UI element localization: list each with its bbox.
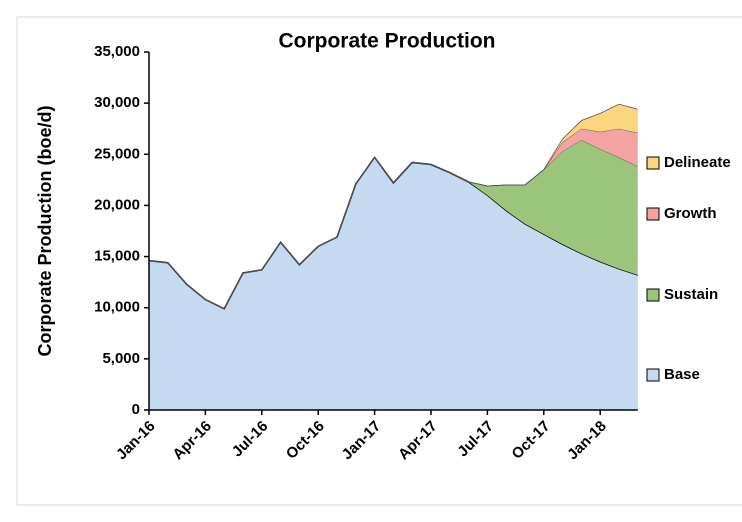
y-axis-label: Corporate Production (boe/d) bbox=[35, 106, 55, 357]
legend-swatch bbox=[646, 288, 660, 302]
y-tick-label: 0 bbox=[132, 401, 140, 418]
legend-swatch bbox=[646, 156, 660, 170]
chart-title: Corporate Production bbox=[278, 30, 495, 53]
area bbox=[149, 104, 638, 309]
y-tick-label: 30,000 bbox=[94, 94, 140, 111]
legend-swatch bbox=[646, 207, 660, 221]
legend-label: Growth bbox=[664, 205, 717, 222]
y-tick-label: 35,000 bbox=[94, 43, 140, 60]
legend-label: Sustain bbox=[664, 286, 718, 303]
legend-label: Base bbox=[664, 366, 700, 383]
y-tick-label: 20,000 bbox=[94, 196, 140, 213]
y-tick-label: 25,000 bbox=[94, 145, 140, 162]
legend-swatch bbox=[646, 368, 660, 382]
y-tick-label: 15,000 bbox=[94, 248, 140, 265]
legend-label: Delineate bbox=[664, 154, 731, 171]
area bbox=[149, 139, 638, 309]
y-tick-label: 5,000 bbox=[102, 350, 140, 367]
area-outline bbox=[148, 103, 638, 310]
area bbox=[149, 157, 638, 410]
y-tick-label: 10,000 bbox=[94, 299, 140, 316]
